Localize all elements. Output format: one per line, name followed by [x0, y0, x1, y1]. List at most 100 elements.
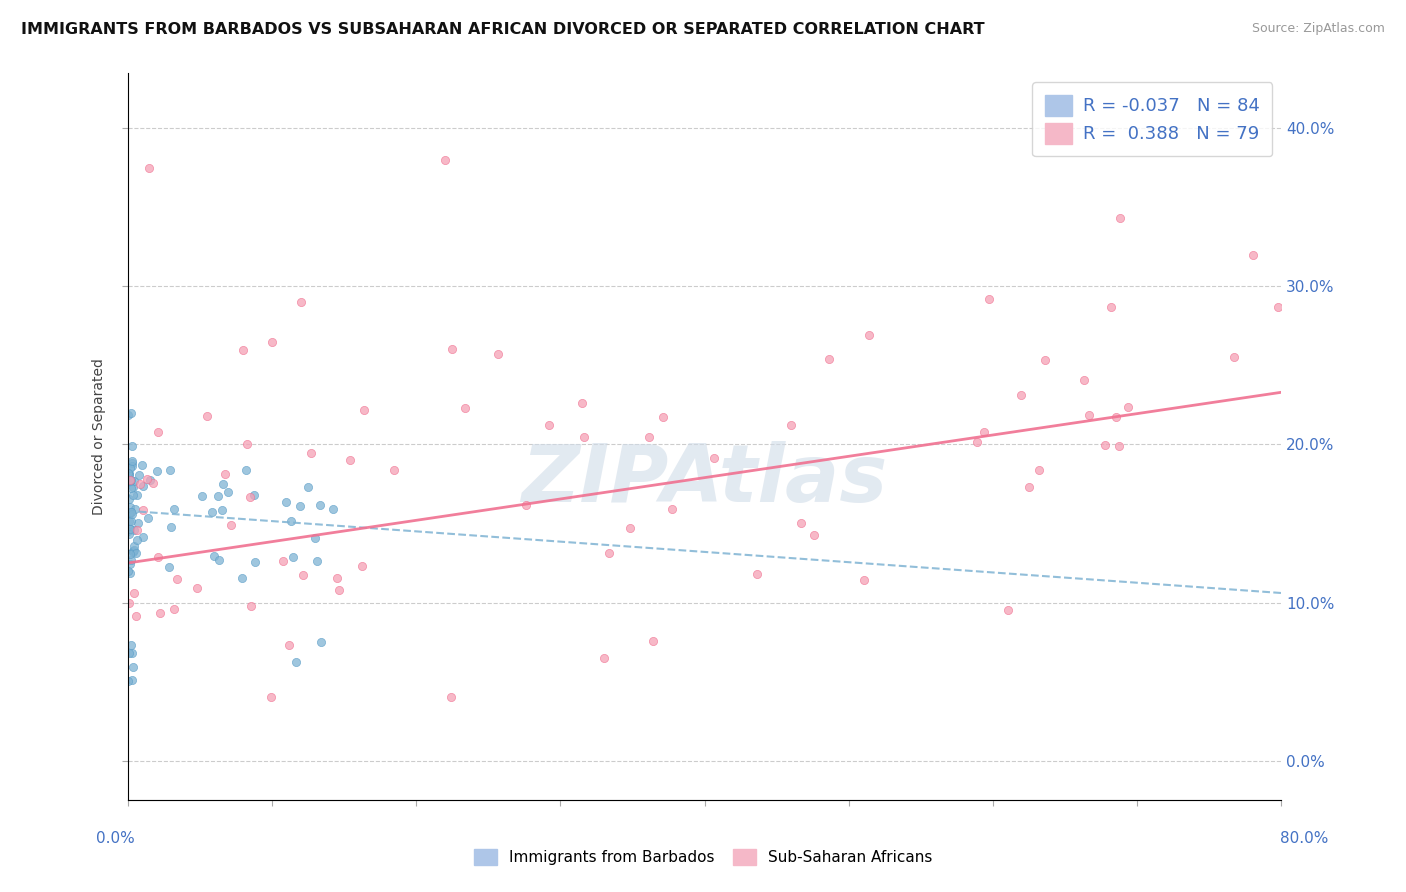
Point — [997, 603, 1019, 617]
Point — [1078, 408, 1101, 422]
Legend: Immigrants from Barbados, Sub-Saharan Africans: Immigrants from Barbados, Sub-Saharan Af… — [468, 843, 938, 871]
Point — [1099, 300, 1122, 314]
Point — [163, 602, 186, 616]
Point — [124, 523, 146, 537]
Point — [118, 596, 141, 610]
Point — [1033, 353, 1056, 368]
Point — [818, 351, 841, 366]
Point — [118, 475, 141, 490]
Point — [120, 473, 142, 487]
Point — [339, 453, 361, 467]
Point — [1094, 437, 1116, 451]
Point — [291, 568, 314, 582]
Point — [212, 476, 235, 491]
Point — [121, 507, 143, 521]
Point — [136, 472, 159, 486]
Point — [260, 690, 283, 705]
Point — [148, 606, 170, 620]
Point — [592, 650, 614, 665]
Point — [619, 520, 641, 534]
Point — [120, 475, 142, 489]
Point — [122, 586, 145, 600]
Point — [434, 153, 457, 167]
Point — [200, 505, 222, 519]
Point — [117, 409, 139, 423]
Y-axis label: Divorced or Separated: Divorced or Separated — [93, 358, 107, 515]
Point — [309, 498, 332, 512]
Point — [211, 503, 233, 517]
Point — [243, 488, 266, 502]
Point — [121, 646, 143, 660]
Point — [281, 549, 304, 564]
Point — [572, 430, 595, 444]
Point — [160, 520, 183, 534]
Point — [127, 533, 149, 547]
Point — [120, 505, 142, 519]
Point — [285, 656, 308, 670]
Point — [128, 467, 150, 482]
Point — [779, 418, 801, 433]
Point — [197, 409, 219, 424]
Point — [571, 396, 593, 410]
Point — [132, 479, 155, 493]
Point — [121, 457, 143, 471]
Point — [973, 425, 995, 439]
Point — [121, 439, 143, 453]
Point — [858, 328, 880, 343]
Point — [219, 518, 242, 533]
Point — [157, 559, 180, 574]
Point — [277, 638, 299, 652]
Point — [122, 545, 145, 559]
Point — [979, 292, 1001, 306]
Point — [486, 347, 509, 361]
Point — [276, 495, 298, 509]
Point — [159, 463, 181, 477]
Point — [661, 502, 683, 516]
Point — [118, 467, 141, 482]
Point — [120, 473, 142, 487]
Point — [120, 481, 142, 495]
Point — [125, 523, 148, 537]
Point — [191, 489, 214, 503]
Point — [117, 674, 139, 689]
Point — [118, 522, 141, 536]
Point — [538, 417, 561, 432]
Point — [118, 647, 141, 661]
Point — [1109, 211, 1132, 226]
Point — [118, 491, 141, 506]
Text: 80.0%: 80.0% — [1281, 831, 1329, 846]
Point — [1222, 350, 1244, 364]
Legend: R = -0.037   N = 84, R =  0.388   N = 79: R = -0.037 N = 84, R = 0.388 N = 79 — [1032, 82, 1272, 156]
Point — [235, 463, 257, 477]
Point — [118, 522, 141, 536]
Point — [202, 549, 225, 563]
Point — [747, 566, 769, 581]
Text: IMMIGRANTS FROM BARBADOS VS SUBSAHARAN AFRICAN DIVORCED OR SEPARATED CORRELATION: IMMIGRANTS FROM BARBADOS VS SUBSAHARAN A… — [21, 22, 984, 37]
Point — [297, 480, 319, 494]
Point — [299, 446, 322, 460]
Point — [1108, 439, 1130, 453]
Point — [305, 554, 328, 568]
Point — [118, 507, 141, 521]
Point — [120, 638, 142, 652]
Point — [132, 530, 155, 544]
Point — [138, 161, 160, 175]
Point — [163, 501, 186, 516]
Point — [120, 547, 142, 561]
Point — [235, 437, 257, 451]
Point — [166, 572, 188, 586]
Point — [1241, 248, 1264, 262]
Point — [118, 500, 141, 514]
Point — [703, 451, 725, 466]
Point — [238, 490, 260, 504]
Point — [122, 543, 145, 558]
Point — [1028, 463, 1050, 477]
Point — [790, 516, 813, 530]
Point — [125, 608, 148, 623]
Point — [186, 581, 208, 595]
Point — [322, 502, 344, 516]
Point — [232, 343, 254, 357]
Point — [117, 467, 139, 481]
Point — [146, 425, 169, 440]
Point — [142, 476, 165, 491]
